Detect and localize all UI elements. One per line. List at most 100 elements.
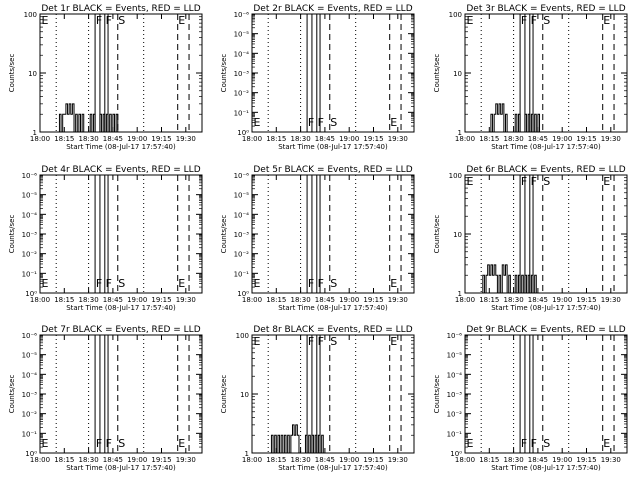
panel-title: Det 1r BLACK = Events, RED = LLD	[41, 4, 200, 14]
panel-det-3: Det 3r BLACK = Events, RED = LLD 1 10 100 Co…	[433, 4, 628, 151]
x-tick-label: 19:15	[151, 296, 171, 304]
event-marker-label: F	[308, 116, 314, 129]
event-marker-label: S	[118, 277, 125, 290]
panel-title: Det 8r BLACK = Events, RED = LLD	[253, 325, 412, 335]
event-marker-label: S	[543, 14, 550, 27]
y-tick-label: 100	[236, 332, 249, 340]
events-series-line	[481, 264, 537, 294]
y-tick-label: 10⁻²	[234, 90, 250, 98]
panel-title: Det 5r BLACK = Events, RED = LLD	[253, 165, 412, 175]
x-tick-label: 18:00	[242, 135, 262, 143]
x-axis-label: Start Time (08-Jul-17 17:57:40)	[491, 464, 601, 472]
x-axis-label: Start Time (08-Jul-17 17:57:40)	[491, 143, 601, 151]
x-tick-label: 19:15	[363, 296, 383, 304]
x-tick-label: 18:30	[79, 296, 99, 304]
panel-title: Det 3r BLACK = Events, RED = LLD	[466, 4, 625, 14]
event-marker-label: F	[521, 14, 527, 27]
y-tick-label: 10⁰	[237, 129, 249, 137]
event-marker-label: F	[106, 277, 112, 290]
y-axis-label: Counts/sec	[220, 215, 228, 254]
event-marker-label: E	[603, 437, 610, 450]
y-tick-label: 10⁻⁵	[22, 192, 38, 200]
x-axis-label: Start Time (08-Jul-17 17:57:40)	[66, 304, 176, 312]
x-tick-label: 18:00	[30, 296, 50, 304]
y-axis-label: Counts/sec	[8, 215, 16, 254]
y-tick-label: 10	[28, 70, 37, 78]
y-tick-label: 10⁻¹	[22, 430, 38, 438]
x-tick-label: 18:00	[30, 135, 50, 143]
panel-title: Det 6r BLACK = Events, RED = LLD	[466, 165, 625, 175]
y-tick-label: 10⁻⁴	[234, 50, 250, 58]
x-tick-label: 18:45	[528, 135, 548, 143]
y-tick-label: 10⁻¹	[234, 109, 250, 117]
x-tick-label: 19:30	[601, 135, 621, 143]
y-tick-label: 100	[24, 11, 37, 19]
x-tick-label: 19:00	[127, 135, 147, 143]
y-tick-label: 1	[245, 450, 249, 458]
x-tick-label: 18:15	[479, 296, 499, 304]
event-marker-label: E	[42, 14, 49, 27]
y-tick-label: 10	[240, 391, 249, 399]
x-tick-label: 18:30	[79, 135, 99, 143]
panel-det-1: Det 1r BLACK = Events, RED = LLD 1 10 100 Co…	[8, 4, 203, 151]
x-tick-label: 19:15	[576, 135, 596, 143]
panel-det-2: Det 2r BLACK = Events, RED = LLD 10⁰ 10⁻¹ 1…	[220, 4, 415, 151]
y-axis-label: Counts/sec	[220, 54, 228, 93]
x-axis-label: Start Time (08-Jul-17 17:57:40)	[278, 304, 388, 312]
panel-det-5: Det 5r BLACK = Events, RED = LLD 10⁰ 10⁻¹ 1…	[220, 165, 415, 312]
x-tick-label: 19:30	[176, 135, 196, 143]
y-tick-label: 10⁻²	[447, 411, 463, 419]
y-tick-label: 1	[458, 290, 462, 298]
x-tick-label: 19:15	[363, 135, 383, 143]
event-marker-label: E	[467, 437, 474, 450]
x-tick-label: 19:00	[339, 135, 359, 143]
event-marker-label: S	[543, 437, 550, 450]
events-series-line	[490, 103, 541, 133]
event-marker-label: E	[467, 175, 474, 188]
event-marker-label: F	[521, 437, 527, 450]
event-marker-label: F	[521, 175, 527, 188]
event-marker-label: F	[318, 335, 324, 348]
y-tick-label: 10⁻⁶	[22, 332, 38, 340]
y-tick-label: 10⁻³	[22, 231, 38, 239]
y-tick-label: 10⁻¹	[447, 430, 463, 438]
y-tick-label: 10	[453, 70, 462, 78]
event-marker-label: E	[178, 437, 185, 450]
event-marker-label: E	[42, 277, 49, 290]
panel-title: Det 4r BLACK = Events, RED = LLD	[41, 165, 200, 175]
x-tick-label: 18:30	[504, 135, 524, 143]
event-marker-label: F	[318, 277, 324, 290]
y-tick-label: 100	[449, 172, 462, 180]
y-tick-label: 1	[33, 129, 37, 137]
x-axis-label: Start Time (08-Jul-17 17:57:40)	[66, 464, 176, 472]
event-marker-label: F	[96, 14, 102, 27]
event-marker-label: S	[118, 14, 125, 27]
event-marker-label: F	[531, 14, 537, 27]
y-tick-label: 10⁻²	[22, 251, 38, 259]
x-tick-label: 19:15	[576, 296, 596, 304]
y-tick-label: 10⁰	[25, 290, 37, 298]
events-series-line	[269, 424, 325, 454]
y-tick-label: 10⁻²	[22, 411, 38, 419]
x-tick-label: 18:00	[455, 296, 475, 304]
y-axis-label: Counts/sec	[433, 54, 441, 93]
x-tick-label: 19:00	[552, 456, 572, 464]
x-tick-label: 19:00	[339, 296, 359, 304]
x-tick-label: 19:15	[363, 456, 383, 464]
panel-det-4: Det 4r BLACK = Events, RED = LLD 10⁰ 10⁻¹ 1…	[8, 165, 203, 312]
event-marker-label: F	[96, 277, 102, 290]
y-tick-label: 10⁰	[25, 450, 37, 458]
y-axis-label: Counts/sec	[433, 375, 441, 414]
x-tick-label: 18:15	[54, 456, 74, 464]
events-series-line	[58, 103, 120, 133]
y-tick-label: 10⁻⁶	[22, 172, 38, 180]
event-marker-label: F	[308, 277, 314, 290]
panel-title: Det 2r BLACK = Events, RED = LLD	[253, 4, 412, 14]
x-tick-label: 19:00	[552, 135, 572, 143]
x-tick-label: 18:30	[504, 296, 524, 304]
x-tick-label: 18:45	[528, 456, 548, 464]
event-marker-label: E	[390, 116, 397, 129]
x-tick-label: 18:45	[103, 296, 123, 304]
x-tick-label: 18:30	[291, 135, 311, 143]
y-tick-label: 10⁻⁵	[22, 352, 38, 360]
